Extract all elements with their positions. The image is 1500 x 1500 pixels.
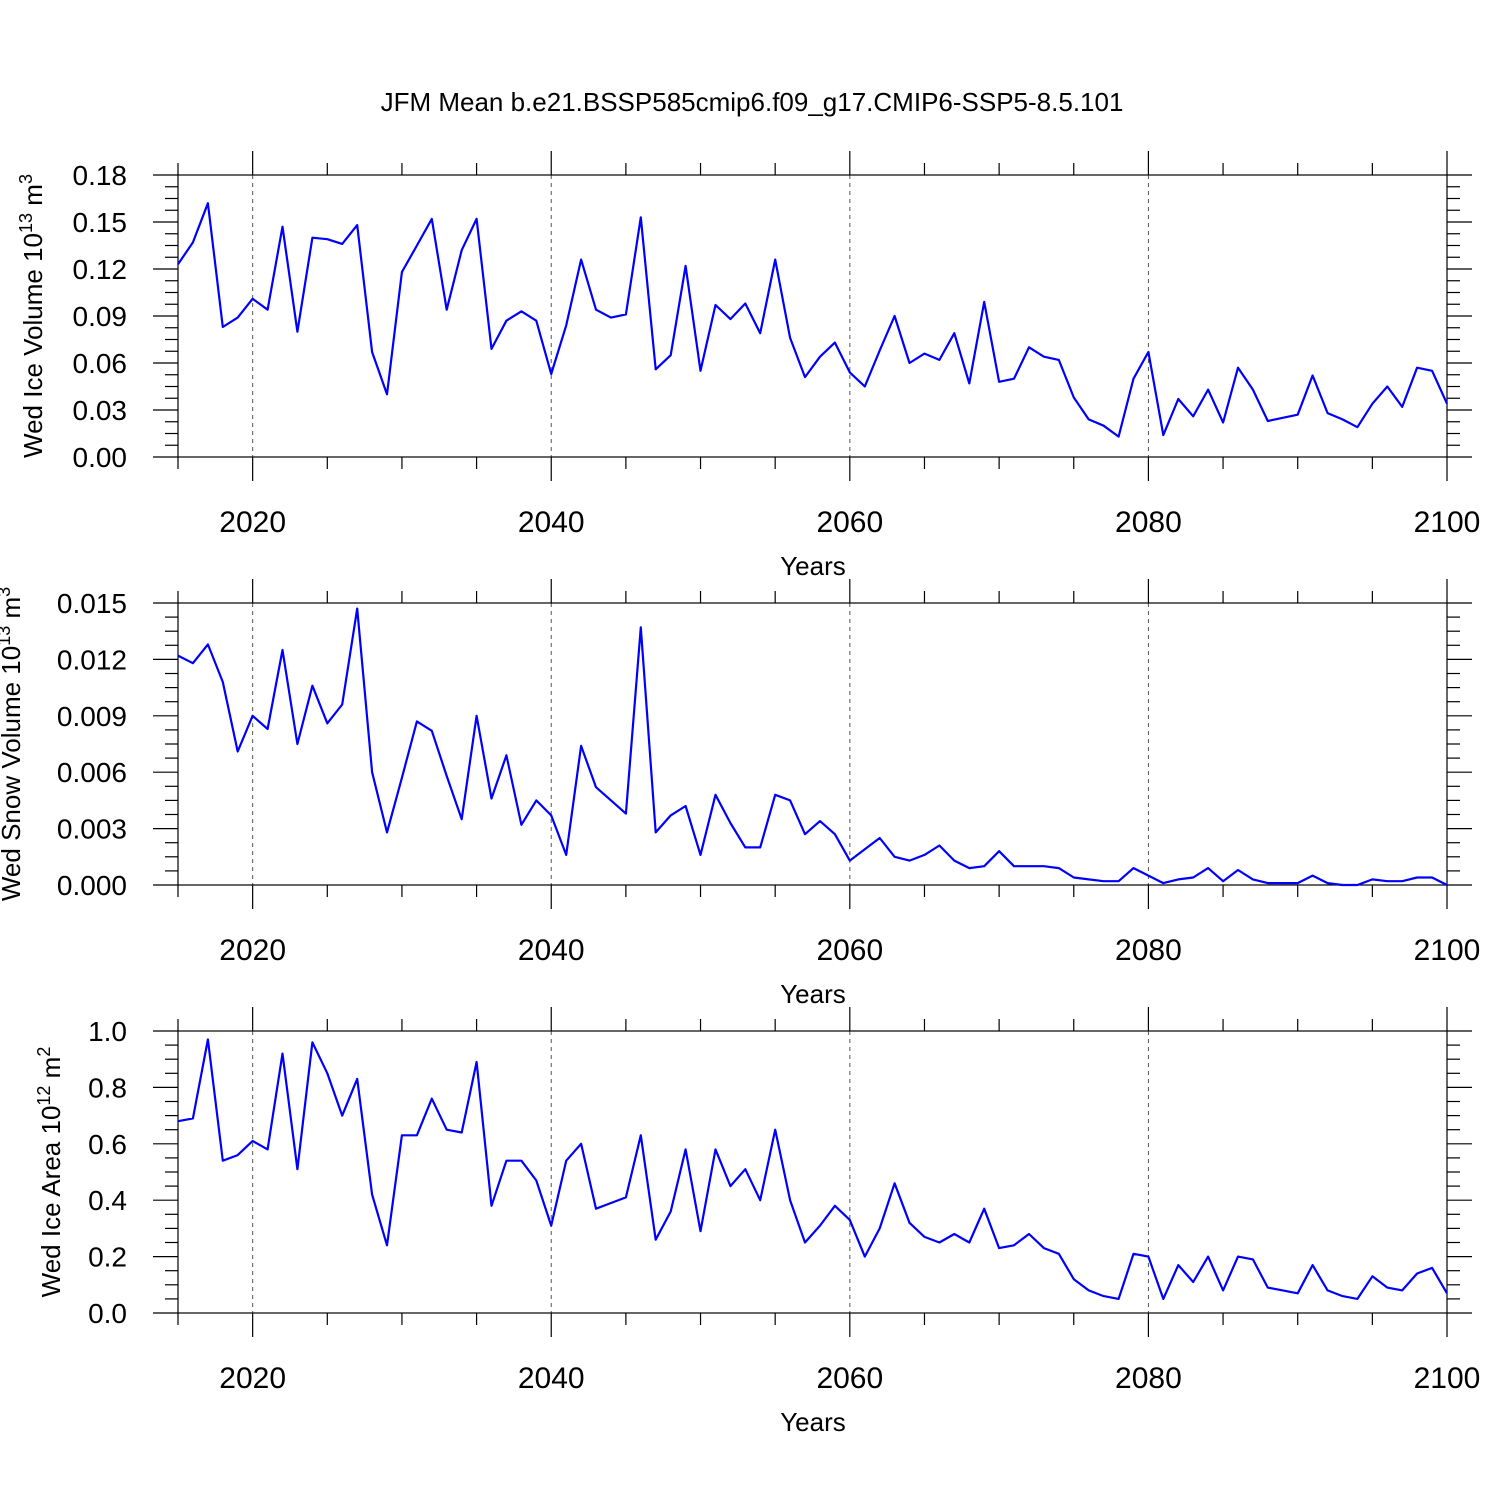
figure-title: JFM Mean b.e21.BSSP585cmip6.f09_g17.CMIP… — [381, 87, 1124, 117]
x-tick-label: 2040 — [518, 934, 585, 967]
x-tick-label: 2080 — [1115, 1362, 1182, 1395]
x-axis-title: Years — [780, 1407, 846, 1437]
x-tick-label: 2080 — [1115, 506, 1182, 539]
y-tick-label: 0.12 — [73, 254, 128, 285]
x-tick-label: 2100 — [1414, 934, 1481, 967]
y-tick-label: 0.015 — [57, 588, 127, 619]
y-tick-label: 0.8 — [88, 1072, 127, 1103]
y-tick-label: 0.003 — [57, 814, 127, 845]
x-tick-label: 2020 — [219, 506, 286, 539]
y-tick-label: 1.0 — [88, 1016, 127, 1047]
x-tick-label: 2100 — [1414, 1362, 1481, 1395]
y-tick-label: 0.03 — [73, 395, 128, 426]
y-tick-label: 0.4 — [88, 1185, 127, 1216]
y-tick-label: 0.2 — [88, 1242, 127, 1273]
y-tick-label: 0.000 — [57, 870, 127, 901]
y-tick-label: 0.006 — [57, 757, 127, 788]
x-tick-label: 2060 — [816, 934, 883, 967]
series-line — [177, 607, 1448, 887]
panels: 0.00 0.03 0.06 0.09 0.12 0.15 0.18 2020 2040 2060… — [0, 151, 1480, 1437]
series-line — [177, 1038, 1448, 1301]
x-tick-label: 2060 — [816, 506, 883, 539]
y-tick-label: 0.09 — [73, 301, 128, 332]
y-tick-label: 0.00 — [73, 442, 128, 473]
y-axis-title: Wed Snow Volume 1013 m3 — [0, 587, 26, 901]
x-tick-label: 2040 — [518, 1362, 585, 1395]
x-axis-title: Years — [780, 551, 846, 581]
y-tick-label: 0.06 — [73, 348, 128, 379]
y-tick-label: 0.012 — [57, 644, 127, 675]
y-tick-label: 0.6 — [88, 1129, 127, 1160]
y-axis-title: Wed Ice Volume 1013 m3 — [16, 174, 48, 458]
panel-3: 0.0 0.2 0.4 0.6 0.8 1.0 2020 2040 2060 2080 2100 Ye… — [34, 1007, 1480, 1437]
panel-1: 0.00 0.03 0.06 0.09 0.12 0.15 0.18 2020 2040 2060… — [16, 151, 1480, 581]
y-axis-title: Wed Ice Area 1012 m2 — [34, 1047, 66, 1298]
series-line — [177, 202, 1449, 438]
plot-frame — [177, 602, 1448, 886]
x-tick-label: 2100 — [1414, 506, 1481, 539]
x-tick-label: 2020 — [219, 934, 286, 967]
panel-2: 0.000 0.003 0.006 0.009 0.012 0.015 2020 2040 20… — [0, 579, 1480, 1009]
x-tick-label: 2080 — [1115, 934, 1182, 967]
x-tick-label: 2040 — [518, 506, 585, 539]
y-tick-label: 0.009 — [57, 701, 127, 732]
x-tick-label: 2060 — [816, 1362, 883, 1395]
y-tick-label: 0.15 — [73, 207, 128, 238]
y-tick-label: 0.0 — [88, 1298, 127, 1329]
y-tick-label: 0.18 — [73, 160, 128, 191]
x-axis-title: Years — [780, 979, 846, 1009]
x-tick-label: 2020 — [219, 1362, 286, 1395]
